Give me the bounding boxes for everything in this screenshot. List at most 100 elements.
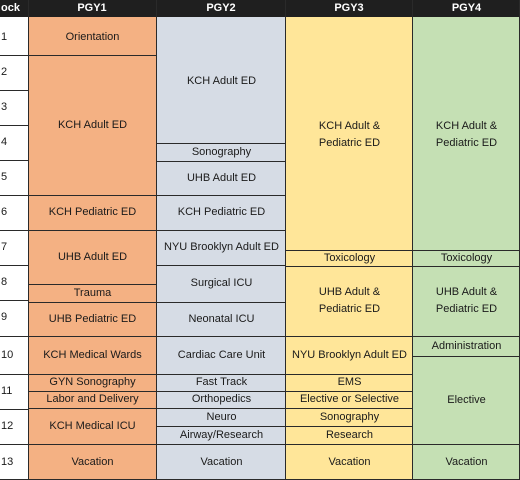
pgy4-toxicology: Toxicology <box>413 250 520 266</box>
pgy2-neonatal-icu: Neonatal ICU <box>157 302 286 336</box>
grid-line <box>0 336 28 337</box>
grid-line <box>0 409 28 410</box>
grid-line <box>413 336 520 337</box>
pgy2-vacation: Vacation <box>157 444 286 480</box>
header-block: ock <box>0 0 28 17</box>
grid-line <box>28 302 157 303</box>
grid-line <box>157 143 286 144</box>
pgy1-kch-medical-wards: KCH Medical Wards <box>28 336 157 374</box>
block-number: 2 <box>0 55 28 90</box>
pgy1-uhb-adult-ed: UHB Adult ED <box>28 230 157 284</box>
grid-line <box>286 250 413 251</box>
pgy2-cardiac-care-unit: Cardiac Care Unit <box>157 336 286 374</box>
pgy2-surgical-icu: Surgical ICU <box>157 265 286 302</box>
pgy3-uhb-line2: Pediatric ED <box>318 303 381 315</box>
grid-line <box>157 265 286 266</box>
header-pgy1-underline <box>28 17 157 20</box>
grid-vline <box>28 0 29 480</box>
pgy4-uhb-line1: UHB Adult & <box>435 286 498 298</box>
grid-vline <box>156 0 157 480</box>
grid-line <box>0 160 28 161</box>
pgy2-kch-pediatric-ed: KCH Pediatric ED <box>157 195 286 230</box>
pgy1-vacation: Vacation <box>28 444 157 480</box>
pgy2-nyu-brooklyn-adult-ed: NYU Brooklyn Adult ED <box>157 230 286 265</box>
pgy3-uhb-adult-pediatric-ed: UHB Adult & Pediatric ED <box>286 266 413 336</box>
grid-line <box>286 444 413 445</box>
header-pgy2-underline <box>157 17 286 20</box>
block-number: 5 <box>0 160 28 195</box>
pgy1-labor-and-delivery: Labor and Delivery <box>28 391 157 408</box>
grid-line <box>0 300 28 301</box>
grid-line <box>286 408 413 409</box>
block-number: 12 <box>0 409 28 444</box>
pgy4-kch-adult-pediatric-ed: KCH Adult & Pediatric ED <box>413 20 520 250</box>
grid-line <box>157 302 286 303</box>
pgy3-nyu-brooklyn-adult-ed: NYU Brooklyn Adult ED <box>286 336 413 374</box>
pgy2-fast-track: Fast Track <box>157 374 286 391</box>
pgy4-kch-line2: Pediatric ED <box>435 137 498 149</box>
pgy3-sonography: Sonography <box>286 408 413 426</box>
pgy3-research: Research <box>286 426 413 444</box>
grid-line <box>157 374 286 375</box>
grid-line <box>286 391 413 392</box>
grid-line <box>157 161 286 162</box>
header-pgy3-underline <box>286 17 413 20</box>
header-pgy2: PGY2 <box>157 0 285 17</box>
pgy1-kch-adult-ed: KCH Adult ED <box>28 55 157 195</box>
grid-line <box>28 391 157 392</box>
grid-line <box>157 408 286 409</box>
pgy1-uhb-pediatric-ed: UHB Pediatric ED <box>28 302 157 336</box>
pgy4-kch-line1: KCH Adult & <box>435 120 498 132</box>
grid-line <box>413 266 520 267</box>
pgy2-uhb-adult-ed: UHB Adult ED <box>157 161 286 195</box>
grid-line <box>157 444 286 445</box>
grid-line <box>28 195 157 196</box>
block-number: 3 <box>0 90 28 125</box>
block-number: 13 <box>0 444 28 480</box>
grid-line <box>0 374 28 375</box>
grid-line <box>0 195 28 196</box>
grid-line <box>157 426 286 427</box>
grid-line <box>286 426 413 427</box>
grid-line <box>0 265 28 266</box>
pgy1-kch-pediatric-ed: KCH Pediatric ED <box>28 195 157 230</box>
pgy3-kch-adult-pediatric-ed: KCH Adult & Pediatric ED <box>286 20 413 250</box>
grid-line <box>28 230 157 231</box>
grid-line <box>413 444 520 445</box>
grid-line <box>28 336 157 337</box>
pgy4-vacation: Vacation <box>413 444 520 480</box>
block-number: 11 <box>0 374 28 409</box>
grid-line <box>0 125 28 126</box>
header-pgy4-underline <box>413 17 520 20</box>
grid-line <box>28 55 157 56</box>
pgy3-kch-line1: KCH Adult & <box>318 120 381 132</box>
pgy3-kch-line2: Pediatric ED <box>318 137 381 149</box>
grid-line <box>157 195 286 196</box>
grid-vline <box>285 0 286 480</box>
grid-line <box>157 336 286 337</box>
grid-line <box>286 374 413 375</box>
pgy4-uhb-adult-pediatric-ed: UHB Adult & Pediatric ED <box>413 266 520 336</box>
grid-line <box>0 230 28 231</box>
block-number: 8 <box>0 265 28 300</box>
grid-line <box>28 374 157 375</box>
grid-line <box>286 266 413 267</box>
grid-line <box>157 391 286 392</box>
header-pgy1: PGY1 <box>28 0 156 17</box>
pgy3-ems: EMS <box>286 374 413 391</box>
block-number: 10 <box>0 336 28 374</box>
pgy3-toxicology: Toxicology <box>286 250 413 266</box>
pgy2-orthopedics: Orthopedics <box>157 391 286 408</box>
pgy2-airway-research: Airway/Research <box>157 426 286 444</box>
block-number: 4 <box>0 125 28 160</box>
grid-line <box>0 90 28 91</box>
block-number: 1 <box>0 20 28 55</box>
grid-line <box>28 444 157 445</box>
block-number: 6 <box>0 195 28 230</box>
pgy1-gyn-sonography: GYN Sonography <box>28 374 157 391</box>
pgy4-administration: Administration <box>413 336 520 356</box>
pgy2-neuro: Neuro <box>157 408 286 426</box>
pgy4-uhb-line2: Pediatric ED <box>435 303 498 315</box>
block-number: 7 <box>0 230 28 265</box>
pgy1-orientation: Orientation <box>28 20 157 55</box>
